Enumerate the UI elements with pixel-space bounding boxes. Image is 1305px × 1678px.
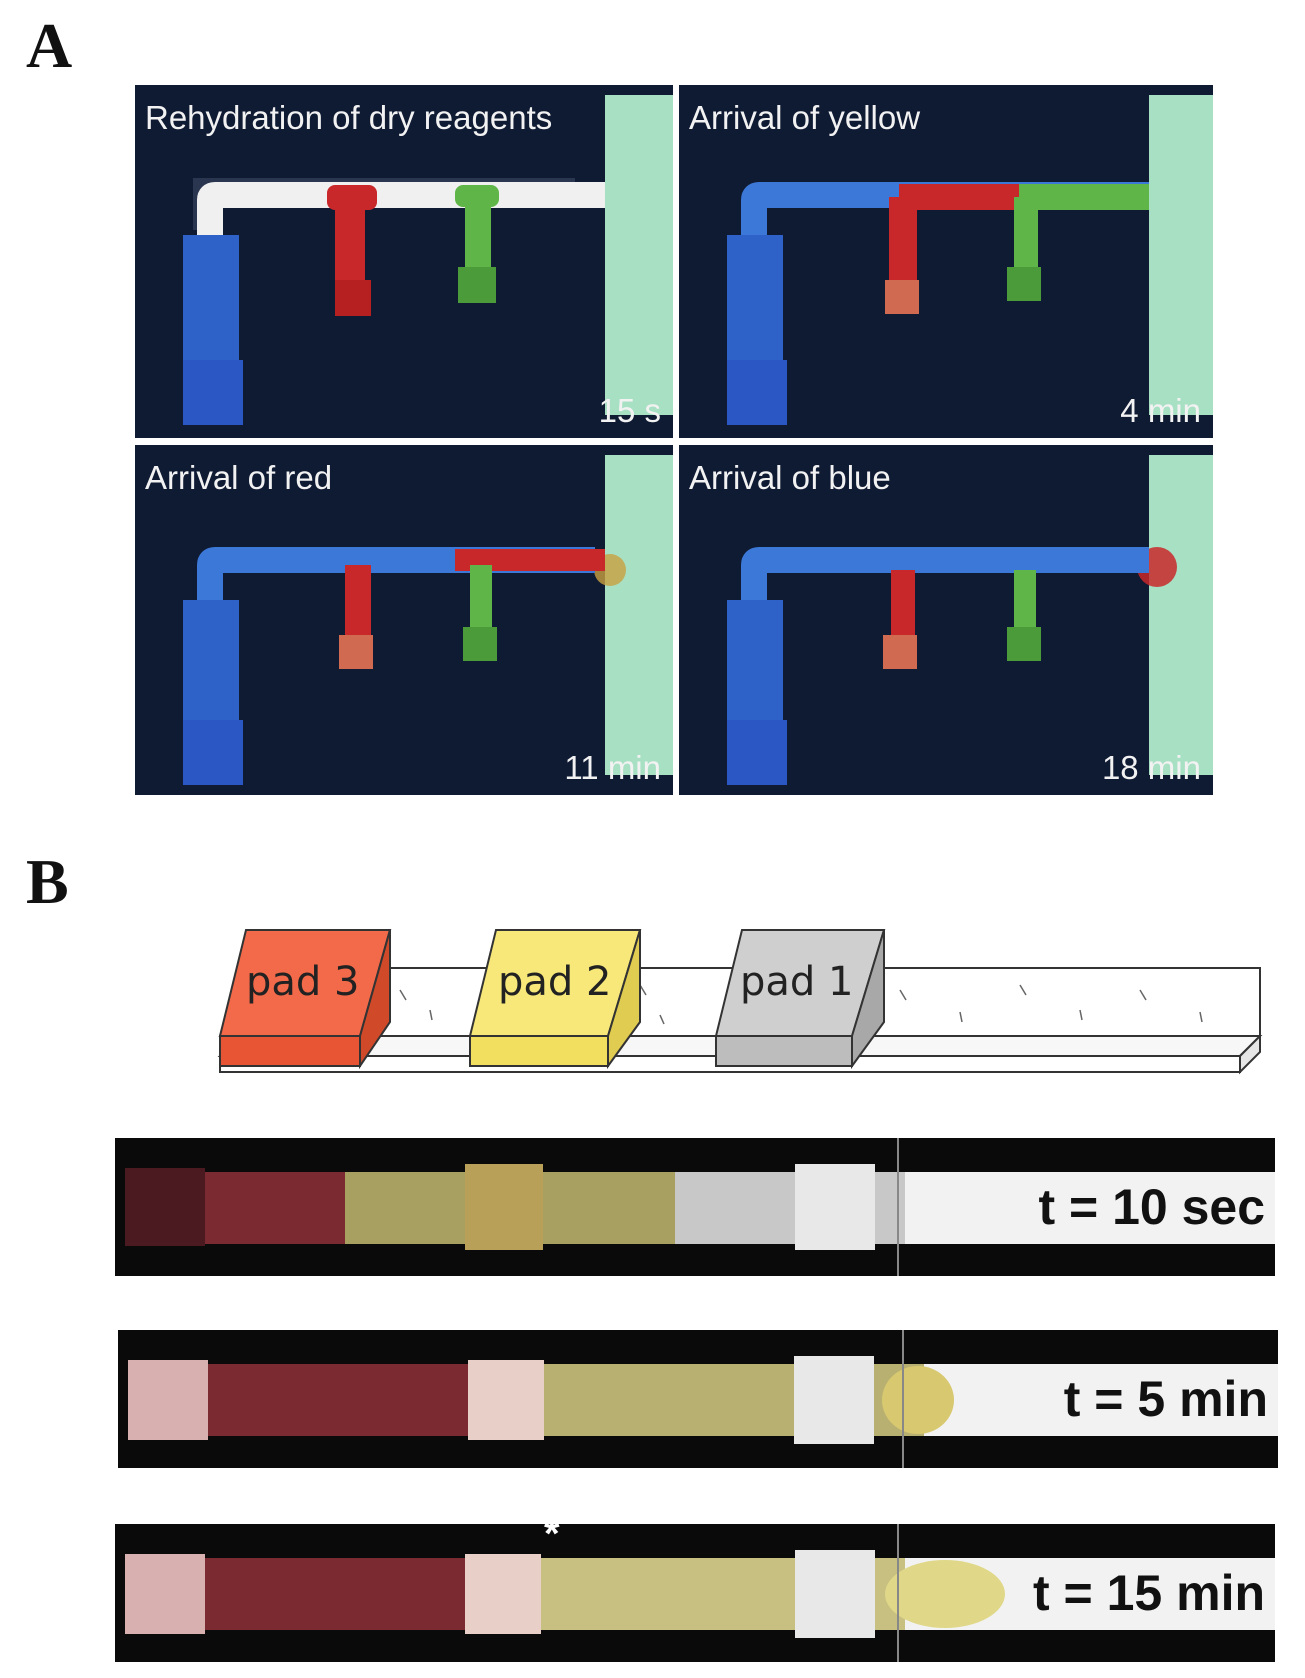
asterisk-marker: *: [544, 1512, 560, 1556]
frame-rehydration: Rehydration of dry reagents 15 s: [135, 85, 673, 438]
frame-1-time: 15 s: [598, 392, 661, 429]
pad-3-label: pad 3: [246, 959, 359, 1005]
panel-a-label: A: [26, 10, 73, 81]
pad-3: [218, 929, 392, 1070]
strip-2-illustration: [128, 1330, 1278, 1468]
frame-3-device-illustration: [183, 455, 673, 785]
pad-1: [714, 929, 886, 1070]
frame-4-time: 18 min: [1101, 749, 1201, 786]
frame-3-time: 11 min: [564, 749, 661, 786]
frame-1-device-illustration: [183, 95, 673, 425]
pad-1-label: pad 1: [740, 959, 853, 1005]
strip-3-time: t = 15 min: [1032, 1565, 1265, 1621]
pad-2: [468, 929, 642, 1070]
strip-2-time: t = 5 min: [1063, 1371, 1268, 1427]
frame-1-caption: Rehydration of dry reagents: [145, 99, 553, 136]
strip-3-illustration: [125, 1524, 1275, 1662]
strip-t5min: t = 5 min: [118, 1330, 1278, 1468]
panel-b-label: B: [26, 846, 69, 917]
frame-arrival-red: Arrival of red 11 min: [135, 445, 673, 795]
strip-t15min: t = 15 min: [115, 1524, 1275, 1662]
frame-4-caption: Arrival of blue: [689, 459, 891, 496]
frame-4-device-illustration: [727, 455, 1213, 785]
frame-arrival-yellow: Arrival of yellow 4 min: [679, 85, 1213, 438]
frame-2-time: 4 min: [1120, 392, 1201, 429]
frame-2-caption: Arrival of yellow: [689, 99, 921, 136]
strip-t10sec: t = 10 sec: [115, 1138, 1275, 1276]
strip-1-illustration: [125, 1138, 1275, 1276]
frame-arrival-blue: Arrival of blue 18 min: [679, 445, 1213, 795]
strip-1-time: t = 10 sec: [1038, 1179, 1265, 1235]
frame-2-device-illustration: [727, 95, 1213, 425]
frame-3-caption: Arrival of red: [145, 459, 333, 496]
pad-2-label: pad 2: [498, 959, 611, 1005]
